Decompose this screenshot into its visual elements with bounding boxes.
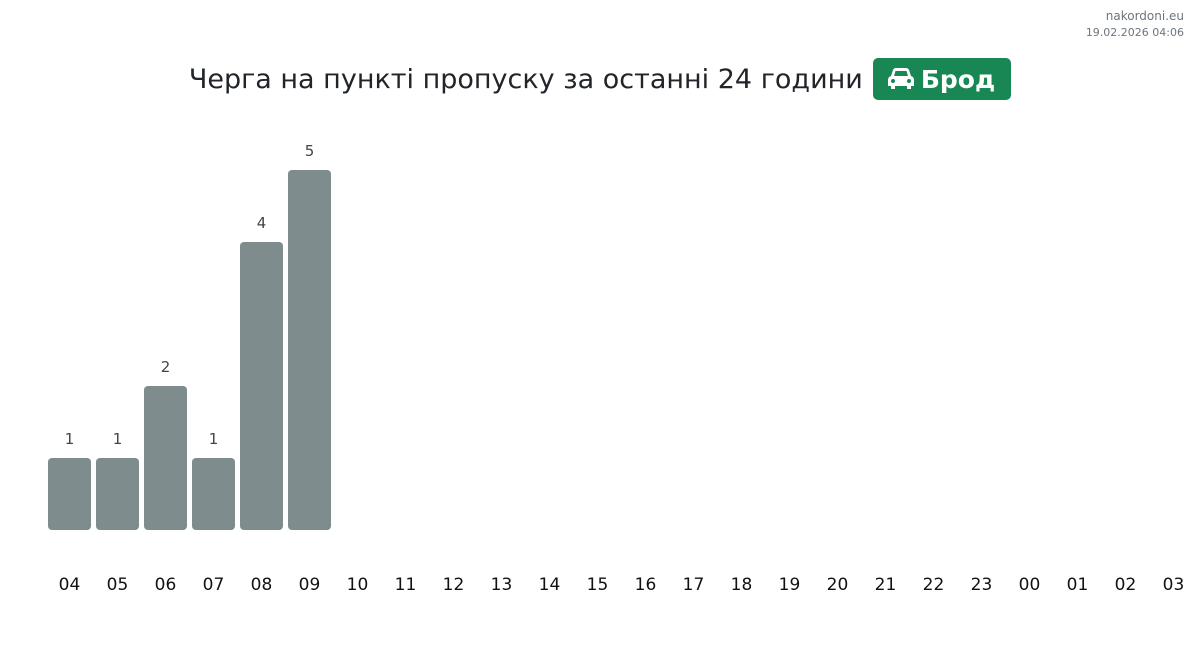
data-label: 2 — [161, 358, 171, 376]
x-tick-label: 10 — [347, 575, 369, 595]
x-tick-label: 17 — [683, 575, 705, 595]
x-tick-label: 16 — [635, 575, 657, 595]
bar — [240, 242, 283, 530]
bar — [48, 458, 91, 530]
x-tick-label: 15 — [587, 575, 609, 595]
bar — [192, 458, 235, 530]
data-label: 1 — [65, 430, 75, 448]
x-tick-label: 07 — [203, 575, 225, 595]
chart-title: Черга на пункті пропуску за останні 24 г… — [188, 63, 863, 95]
bar — [144, 386, 187, 530]
badge-label: Брод — [920, 64, 996, 94]
x-tick-label: 03 — [1163, 575, 1185, 595]
bar — [288, 170, 331, 530]
bar — [96, 458, 139, 530]
data-label: 4 — [257, 214, 267, 232]
x-tick-label: 00 — [1019, 575, 1041, 595]
x-tick-label: 02 — [1115, 575, 1137, 595]
x-tick-label: 09 — [299, 575, 321, 595]
x-tick-label: 04 — [59, 575, 81, 595]
x-tick-label: 18 — [731, 575, 753, 595]
x-tick-label: 05 — [107, 575, 129, 595]
data-label: 5 — [305, 142, 315, 160]
site-name: nakordoni.eu — [1105, 9, 1184, 23]
x-tick-label: 22 — [923, 575, 945, 595]
x-tick-label: 12 — [443, 575, 465, 595]
car-icon — [887, 68, 914, 89]
x-tick-label: 19 — [779, 575, 801, 595]
x-tick-label: 21 — [875, 575, 897, 595]
x-tick-label: 01 — [1067, 575, 1089, 595]
x-tick-label: 13 — [491, 575, 513, 595]
x-tick-label: 23 — [971, 575, 993, 595]
x-tick-label: 20 — [827, 575, 849, 595]
x-tick-label: 11 — [395, 575, 417, 595]
chart-header: Черга на пункті пропуску за останні 24 г… — [0, 58, 1200, 100]
x-tick-label: 14 — [539, 575, 561, 595]
data-label: 1 — [113, 430, 123, 448]
x-tick-label: 08 — [251, 575, 273, 595]
checkpoint-badge[interactable]: Брод — [872, 58, 1012, 100]
timestamp: 19.02.2026 04:06 — [1085, 26, 1184, 39]
data-label: 1 — [209, 430, 219, 448]
x-tick-label: 06 — [155, 575, 177, 595]
